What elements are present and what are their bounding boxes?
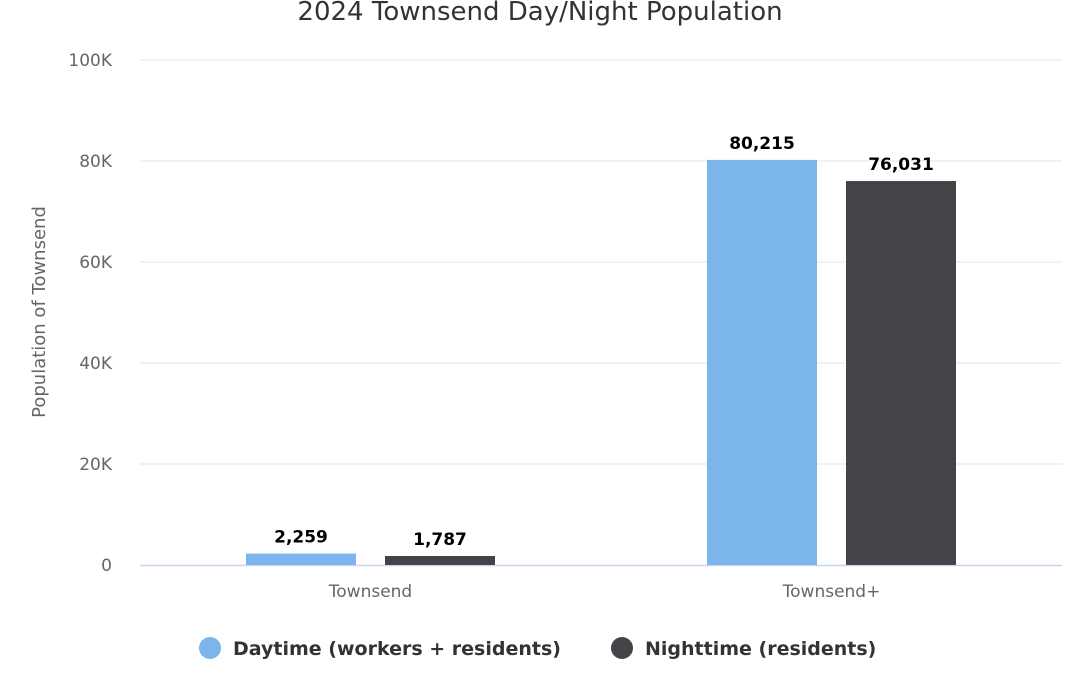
bar-layer [246, 159, 956, 565]
bar[interactable] [846, 181, 956, 565]
label-layer: 0 20K 40K 60K 80K 100K 2,259 1,787 Townsend 80,21… [68, 51, 933, 602]
legend-marker-icon [611, 637, 633, 659]
bar[interactable] [385, 555, 495, 565]
y-tick-label: 0 [101, 556, 112, 576]
legend[interactable]: Daytime (workers + residents) Nighttime (… [199, 637, 876, 660]
legend-marker-icon [199, 637, 221, 659]
legend-label: Nighttime (residents) [645, 638, 876, 660]
data-label: 2,259 [274, 528, 328, 548]
y-tick-label: 20K [79, 455, 113, 475]
y-tick-label: 80K [79, 152, 113, 172]
y-axis-title: Population of Townsend [29, 206, 50, 418]
x-tick-label: Townsend [328, 582, 412, 602]
legend-item[interactable]: Nighttime (residents) [611, 637, 876, 660]
data-label: 1,787 [413, 530, 467, 550]
chart-title: 2024 Townsend Day/Night Population [297, 0, 782, 27]
x-tick-label: Townsend+ [782, 582, 881, 602]
bar[interactable] [707, 159, 817, 565]
y-tick-label: 60K [79, 253, 113, 273]
legend-item[interactable]: Daytime (workers + residents) [199, 637, 561, 660]
bar[interactable] [246, 553, 356, 565]
data-label: 76,031 [868, 155, 934, 175]
y-tick-label: 40K [79, 354, 113, 374]
y-tick-label: 100K [68, 51, 112, 71]
legend-label: Daytime (workers + residents) [233, 638, 561, 660]
data-label: 80,215 [729, 134, 795, 154]
